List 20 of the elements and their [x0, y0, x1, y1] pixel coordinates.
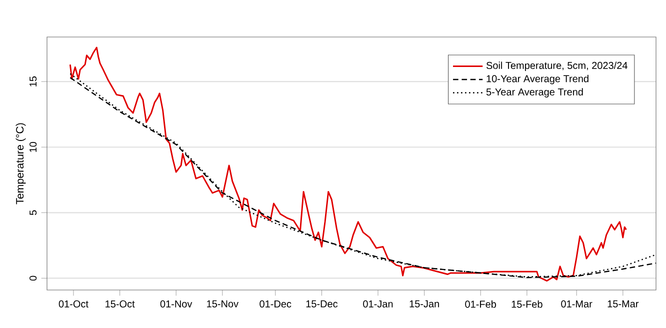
y-tick-label: 5: [30, 210, 37, 216]
x-tick-label: 01-Oct: [58, 300, 88, 308]
x-tick-label: 01-Jan: [363, 300, 393, 308]
x-tick-label: 15-Oct: [106, 300, 135, 308]
y-axis-title: Temperature (°C): [16, 123, 26, 204]
x-tick-label: 01-Feb: [465, 300, 496, 308]
y-tick-label: 0: [30, 276, 37, 281]
x-tick-label: 15-Feb: [512, 300, 542, 308]
x-tick-label: 01-Mar: [561, 300, 592, 308]
legend-label: Soil Temperature, 5cm, 2023/24: [486, 62, 628, 71]
y-tick-label: 15: [30, 76, 37, 86]
x-tick-label: 15-Dec: [306, 300, 338, 308]
x-tick-label: 01-Dec: [260, 300, 292, 308]
x-tick-label: 15-Nov: [207, 300, 238, 308]
legend-label: 10-Year Average Trend: [486, 74, 588, 84]
x-tick-label: 01-Nov: [160, 300, 192, 308]
legend-label: 5-Year Average Trend: [486, 88, 583, 98]
y-tick-label: 10: [30, 142, 37, 152]
x-tick-label: 15-Mar: [608, 300, 639, 308]
x-tick-label: 15-Jan: [410, 300, 439, 308]
